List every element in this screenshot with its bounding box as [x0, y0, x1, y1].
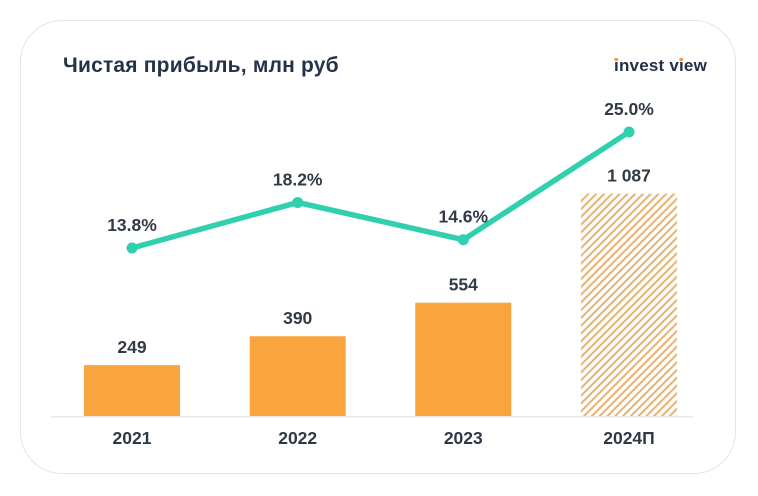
card-header: Чистая прибыль, млн руб ı nvest vı ew: [63, 51, 707, 81]
bar-2024П: [581, 193, 677, 416]
line-value-label-2021: 13.8%: [107, 215, 157, 235]
bar-value-label-2024П: 1 087: [607, 166, 651, 186]
line-point-2024П: [623, 126, 635, 138]
chart-card: Чистая прибыль, млн руб ı nvest vı ew 249 3…: [20, 20, 736, 474]
bar-2021: [84, 365, 180, 416]
logo-i-letter: ı: [614, 56, 619, 75]
x-axis-label-2024П: 2024П: [603, 428, 655, 448]
margin-line: [129, 129, 632, 251]
logo-i-dot: [614, 57, 619, 61]
bar-value-label-2021: 249: [117, 337, 146, 357]
invest-view-logo: ı nvest vı ew: [614, 56, 707, 75]
bar-value-label-2022: 390: [283, 308, 312, 328]
x-axis-label-2022: 2022: [278, 428, 317, 448]
bar-2023: [415, 302, 512, 416]
bar-value-label-2023: 554: [449, 275, 478, 295]
chart-title: Чистая прибыль, млн руб: [63, 54, 339, 77]
line-point-2023: [457, 234, 469, 246]
x-axis-label-2021: 2021: [113, 428, 152, 448]
combo-chart: 249 390 554 1 087 13.8% 18.2% 14.6% 25.0% 2021 20…: [51, 99, 693, 448]
logo-i-letter: ı: [678, 56, 684, 75]
line-point-2022: [292, 196, 304, 208]
line-value-label-2022: 18.2%: [273, 169, 323, 189]
line-value-label-2024П: 25.0%: [604, 99, 654, 119]
line-value-label-2023: 14.6%: [438, 207, 488, 227]
logo-i-dot: [679, 57, 684, 61]
bar-2022: [249, 336, 346, 416]
line-point-2021: [126, 242, 138, 254]
x-axis-label-2023: 2023: [444, 428, 483, 448]
